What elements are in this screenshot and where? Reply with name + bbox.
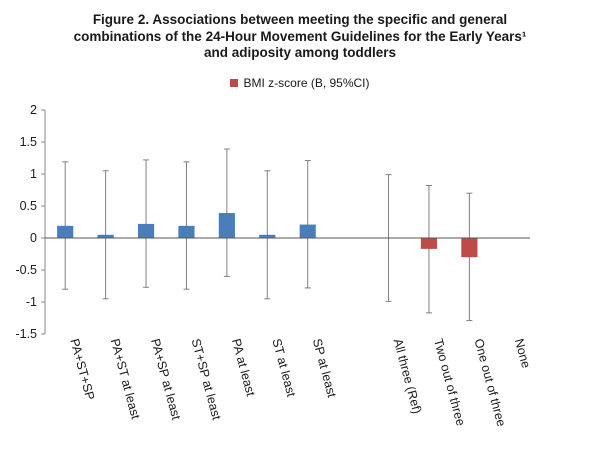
- bar: [420, 238, 438, 249]
- y-tick-label: 0: [30, 231, 37, 245]
- category-label: None: [512, 337, 533, 370]
- title-line-2: combinations of the 24-Hour Movement Gui…: [73, 28, 527, 44]
- category-label: PA+ST+SP: [67, 337, 97, 401]
- y-tick-label: 1.5: [20, 135, 37, 149]
- legend-label: BMI z-score (B, 95%CI): [243, 76, 370, 90]
- category-label: All three (Ref): [391, 337, 424, 415]
- category-label: PA+ST at least: [108, 337, 143, 421]
- bar: [137, 223, 155, 238]
- y-tick-label: -1: [26, 295, 37, 309]
- bar: [259, 234, 276, 238]
- y-tick-label: 2: [30, 103, 37, 117]
- category-label: Two out of three: [431, 337, 468, 427]
- category-label: PA at least: [229, 337, 258, 398]
- category-labels: PA+ST+SP PA+ST at least PA+SP at least ST+S…: [67, 337, 533, 428]
- category-label: PA+SP at least: [148, 337, 183, 422]
- chart-title: Figure 2. Associations between meeting t…: [40, 12, 560, 62]
- chart-legend: BMI z-score (B, 95%CI): [0, 76, 600, 90]
- category-label: ST at least: [269, 337, 298, 399]
- y-tick-label: -1.5: [15, 327, 37, 341]
- bar: [299, 224, 316, 238]
- bar: [178, 225, 195, 238]
- error-bars: [62, 148, 473, 322]
- bar: [461, 238, 478, 258]
- title-line-1: Figure 2. Associations between meeting t…: [92, 12, 508, 27]
- y-tick-label: 0.5: [20, 199, 37, 213]
- y-tick-label: 1: [30, 167, 37, 181]
- legend-swatch: [230, 79, 239, 87]
- y-tick-label: -0.5: [15, 263, 37, 277]
- title-line-3: and adiposity among toddlers: [203, 45, 397, 60]
- category-label: One out of three: [471, 337, 508, 428]
- category-label: ST+SP at least: [189, 337, 224, 422]
- bar: [57, 225, 74, 238]
- bars: [57, 213, 478, 258]
- bar: [218, 213, 235, 238]
- category-label: SP at least: [310, 337, 339, 399]
- y-axis: 2 1.5 1 0.5 0 -0.5 -1 -1.5: [15, 103, 46, 341]
- bar: [97, 234, 114, 238]
